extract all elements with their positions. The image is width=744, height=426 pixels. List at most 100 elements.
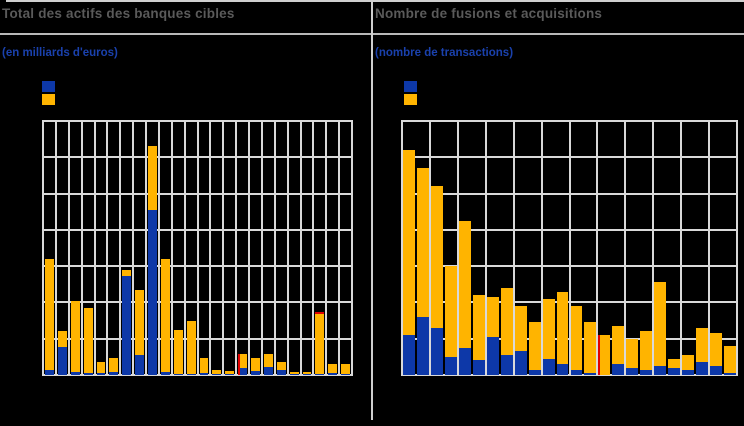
bar-segment-yellow — [458, 220, 471, 348]
bar-segment-yellow — [654, 282, 667, 366]
gridline-vertical — [235, 120, 238, 376]
bar-segment-yellow — [160, 259, 170, 373]
bar-segment-yellow — [135, 289, 144, 356]
bar-segment-yellow — [724, 345, 736, 374]
panel-total-actifs: Total des actifs des banques cibles (en … — [0, 0, 371, 426]
gridline-vertical — [273, 120, 276, 376]
gridline-vertical — [312, 120, 315, 376]
gridline-vertical — [67, 120, 70, 376]
bar-segment-yellow — [500, 287, 513, 356]
gridline-vertical — [222, 120, 225, 376]
gridline-vertical — [624, 120, 627, 376]
bar-segment-blue — [263, 367, 273, 375]
bar-segment-blue — [122, 276, 132, 375]
bar-segment-yellow — [528, 322, 541, 370]
gridline-vertical — [80, 120, 83, 376]
bar-segment-yellow — [584, 322, 597, 374]
bar-segment-yellow — [486, 296, 499, 337]
chart-title: Nombre de fusions et acquisitions — [375, 6, 603, 21]
gridline-vertical — [401, 120, 403, 376]
gridline-vertical — [708, 120, 711, 376]
bar-segment-yellow — [514, 306, 527, 352]
bar-segment-yellow — [682, 355, 695, 370]
bar-segment-blue — [640, 369, 653, 375]
bar-segment-yellow — [444, 266, 457, 357]
bar-segment-yellow — [186, 320, 196, 374]
gridline-vertical — [209, 120, 212, 376]
bar-segment-yellow — [238, 353, 247, 369]
bar-segment-yellow — [640, 331, 653, 370]
figure-top-border — [6, 0, 744, 2]
bar-segment-blue — [570, 369, 583, 375]
bar-segment-blue — [682, 369, 695, 375]
bar-segment-yellow — [148, 146, 157, 210]
bar-segment-blue — [328, 372, 338, 375]
gridline-vertical — [248, 120, 250, 376]
bar-segment-yellow — [302, 372, 312, 374]
bar-segment-yellow — [315, 314, 325, 374]
gridline-vertical — [428, 120, 431, 376]
bar-segment-blue — [212, 373, 222, 375]
legend-swatch-blue — [42, 81, 55, 92]
bar-segment-blue — [486, 336, 499, 375]
bar-segment-blue — [109, 372, 119, 375]
chart-subtitle: (en milliards d'euros) — [2, 47, 118, 59]
bar-segment-blue — [542, 358, 555, 375]
bar-segment-blue — [160, 372, 170, 375]
bar-segment-blue — [444, 356, 457, 375]
bar-segment-blue — [458, 347, 471, 375]
bar-segment-blue — [668, 367, 681, 375]
bar-segment-yellow — [556, 291, 569, 365]
bar-segment-blue — [225, 373, 235, 375]
legend-swatch-yellow — [42, 93, 55, 105]
bar-segment-yellow — [263, 354, 273, 367]
bar-segment-yellow — [57, 331, 67, 348]
bar-segment-blue — [724, 373, 736, 375]
gridline-vertical — [119, 120, 122, 376]
bar-segment-blue — [83, 372, 93, 375]
bar-segment-yellow — [710, 333, 723, 366]
gridline-vertical — [652, 120, 655, 376]
bar-segment-blue — [45, 369, 54, 375]
bar-segment-blue — [626, 367, 639, 375]
bar-segment-yellow — [251, 358, 260, 371]
bar-segment-blue — [341, 373, 350, 375]
bar-segment-yellow — [472, 295, 485, 361]
title-separator — [373, 33, 744, 35]
bar-segment-blue — [514, 351, 527, 375]
bar-segment-yellow — [328, 363, 338, 373]
bar-segment-blue — [135, 355, 144, 375]
bar-segment-blue — [584, 373, 597, 375]
gridline-vertical — [93, 120, 96, 376]
chart-title: Total des actifs des banques cibles — [2, 6, 235, 21]
bar-segment-red — [315, 311, 325, 315]
gridline-vertical — [568, 120, 571, 376]
panel-nombre-fusions: Nombre de fusions et acquisitions (nombr… — [373, 0, 744, 426]
bar-segment-yellow — [199, 357, 209, 373]
bar-segment-blue — [403, 335, 415, 375]
bar-segment-blue — [70, 371, 80, 375]
bar-segment-blue — [96, 372, 106, 375]
bar-segment-yellow — [45, 258, 54, 370]
bar-segment-blue — [612, 364, 625, 375]
bar-segment-blue — [199, 372, 209, 375]
gridline-vertical — [183, 120, 186, 376]
gridline-vertical — [680, 120, 683, 376]
chart-subtitle: (nombre de transactions) — [375, 47, 514, 59]
gridline-vertical — [54, 120, 57, 376]
gridline-vertical — [351, 120, 353, 376]
gridline-vertical — [170, 120, 173, 376]
bar-segment-yellow — [341, 363, 350, 374]
bar-segment-blue — [302, 373, 312, 375]
bar-segment-blue — [186, 373, 196, 375]
gridline-vertical — [42, 120, 44, 376]
title-separator — [0, 33, 371, 35]
bar-segment-blue — [696, 362, 709, 375]
bar-segment-yellow — [109, 357, 119, 373]
bar-segment-blue — [238, 368, 247, 375]
bar-segment-yellow — [598, 335, 611, 375]
bar-segment-yellow — [289, 372, 299, 374]
gridline-vertical — [196, 120, 199, 376]
bar-segment-yellow — [570, 306, 583, 370]
